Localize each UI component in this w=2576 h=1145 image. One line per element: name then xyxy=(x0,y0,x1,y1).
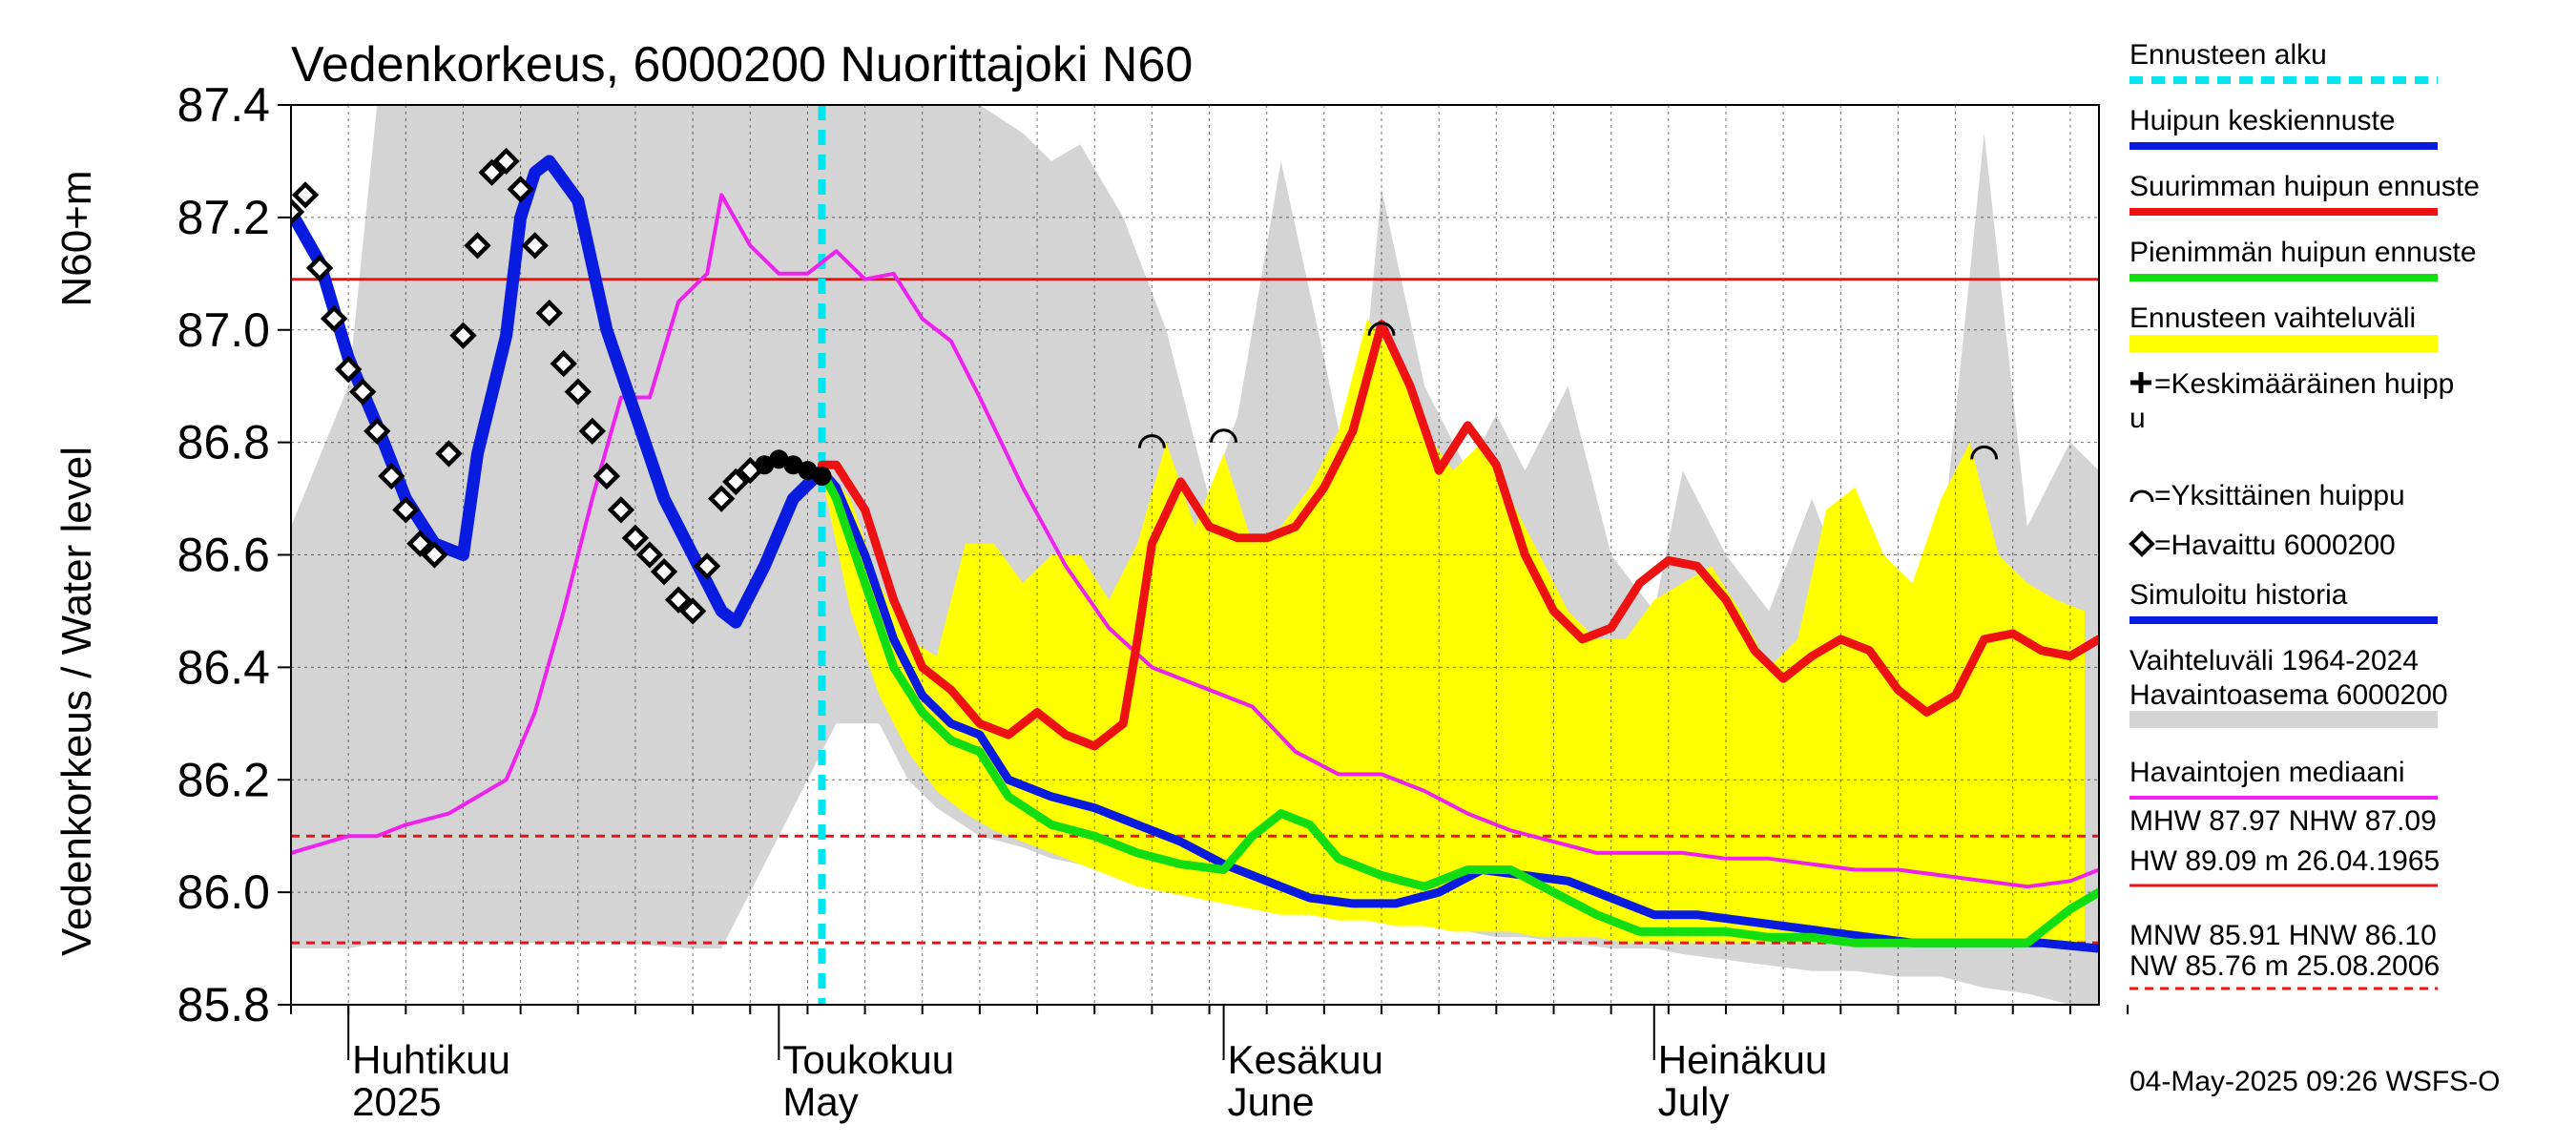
stats-line-3: MNW 85.91 HNW 86.10 xyxy=(2129,920,2437,951)
observed-point xyxy=(564,378,592,406)
observed-point xyxy=(722,468,750,496)
observed-point xyxy=(507,176,534,203)
y-tick-label: 85.8 xyxy=(177,978,270,1031)
observed-point xyxy=(635,541,664,569)
observed-point xyxy=(550,349,577,378)
observed-point xyxy=(578,417,607,446)
y-tick-label: 86.4 xyxy=(177,640,270,694)
observed-point xyxy=(621,524,650,552)
legend-label: Ennusteen alku xyxy=(2129,39,2327,71)
observed-point xyxy=(535,299,563,327)
legend-label: Vaihteluväli 1964-2024 xyxy=(2129,645,2419,677)
observed-point xyxy=(320,304,348,333)
single-peak-marker xyxy=(1970,445,1999,460)
legend-swatch xyxy=(2129,335,2438,352)
observed-point xyxy=(378,462,405,490)
observed-point xyxy=(755,455,775,475)
legend-swatch xyxy=(2129,711,2438,728)
month-label: Kesäkuu xyxy=(1228,1037,1383,1082)
stats-line-4: NW 85.76 m 25.08.2006 xyxy=(2129,950,2440,982)
legend: Ennusteen alku Huipun keskiennuste Suurimm… xyxy=(2129,39,2480,800)
plot-area xyxy=(291,105,2099,1005)
min-forecast-series xyxy=(818,466,2099,947)
y-tick-label: 86.0 xyxy=(177,865,270,919)
month-label: Heinäkuu xyxy=(1658,1037,1827,1082)
observed-point xyxy=(435,440,463,468)
single-peak-marker xyxy=(1137,434,1166,448)
legend-label: Havaintoasema 6000200 xyxy=(2129,679,2448,711)
observed-point xyxy=(492,147,520,176)
legend-arc-marker xyxy=(2129,489,2154,503)
legend-label: Simuloitu historia xyxy=(2129,579,2348,611)
observed-point xyxy=(678,597,707,625)
observed-point xyxy=(783,455,803,475)
observed-point xyxy=(769,449,789,469)
legend-label: Ennusteen vaihteluväli xyxy=(2129,302,2416,334)
observed-point xyxy=(812,466,832,486)
single-peak-marker xyxy=(1210,428,1238,443)
y-tick-label: 86.6 xyxy=(177,529,270,582)
observed-point xyxy=(449,322,477,349)
legend-label: Suurimman huipun ennuste xyxy=(2129,171,2480,202)
stats-line-1: MHW 87.97 NHW 87.09 xyxy=(2129,805,2437,837)
observed-point xyxy=(521,232,549,260)
legend-label: Huipun keskiennuste xyxy=(2129,105,2396,136)
month-label: Huhtikuu xyxy=(352,1037,510,1082)
chart-title: Vedenkorkeus, 6000200 Nuorittajoki N60 xyxy=(291,37,1193,93)
observed-point xyxy=(364,417,391,446)
observed-point xyxy=(798,461,818,481)
legend-label: Pienimmän huipun ennuste xyxy=(2129,237,2477,268)
observed-point xyxy=(592,462,621,490)
observed-point xyxy=(291,198,305,226)
timestamp: 04-May-2025 09:26 WSFS-O xyxy=(2129,1066,2501,1097)
observed-point xyxy=(305,254,334,282)
y-tick-label: 86.2 xyxy=(177,753,270,806)
single-peak-marker xyxy=(1367,322,1396,336)
median-series xyxy=(291,193,2099,889)
simulated-series xyxy=(291,155,828,629)
y-tick-label: 87.2 xyxy=(177,191,270,244)
observed-point xyxy=(650,557,678,586)
observed-point xyxy=(349,378,377,406)
max-forecast-series xyxy=(818,320,2099,751)
month-label: Toukokuu xyxy=(782,1037,954,1082)
month-label-en: June xyxy=(1228,1079,1315,1124)
axes: 85.8 86.0 86.2 86.4 86.6 86.8 87.0 87.2 87.4 Huht… xyxy=(177,78,2129,1124)
observed-point xyxy=(708,485,736,512)
legend-label: =Havaittu 6000200 xyxy=(2154,530,2396,561)
legend-label: =Keskimääräinen huipp xyxy=(2154,368,2454,400)
month-label-en: May xyxy=(782,1079,858,1124)
observed-point xyxy=(464,232,491,260)
observed-point xyxy=(693,552,721,580)
legend-label: u xyxy=(2129,403,2146,434)
observed-point xyxy=(664,586,693,614)
y-tick-label: 87.4 xyxy=(177,78,270,132)
y-tick-label: 86.8 xyxy=(177,416,270,469)
legend-diamond-marker xyxy=(2129,531,2155,557)
stats-line-2: HW 89.09 m 26.04.1965 xyxy=(2129,845,2440,877)
legend-label: =Yksittäinen huippu xyxy=(2154,480,2405,511)
legend-label: Havaintojen mediaani xyxy=(2129,757,2405,788)
month-label-en: 2025 xyxy=(352,1079,441,1124)
observed-point xyxy=(392,496,420,524)
observed-point xyxy=(291,181,320,209)
y-axis-label: Vedenkorkeus / Water level xyxy=(53,447,100,956)
mean-forecast-series xyxy=(818,466,2099,953)
observed-point xyxy=(478,158,506,186)
observed-point xyxy=(334,355,363,384)
observed-point xyxy=(607,496,635,524)
forecast-range-band xyxy=(821,319,2085,944)
observed-point xyxy=(406,530,434,557)
y-tick-label: 87.0 xyxy=(177,303,270,357)
y-axis-unit: N60+m xyxy=(53,170,100,306)
observed-point xyxy=(421,541,448,569)
month-label-en: July xyxy=(1658,1079,1730,1124)
